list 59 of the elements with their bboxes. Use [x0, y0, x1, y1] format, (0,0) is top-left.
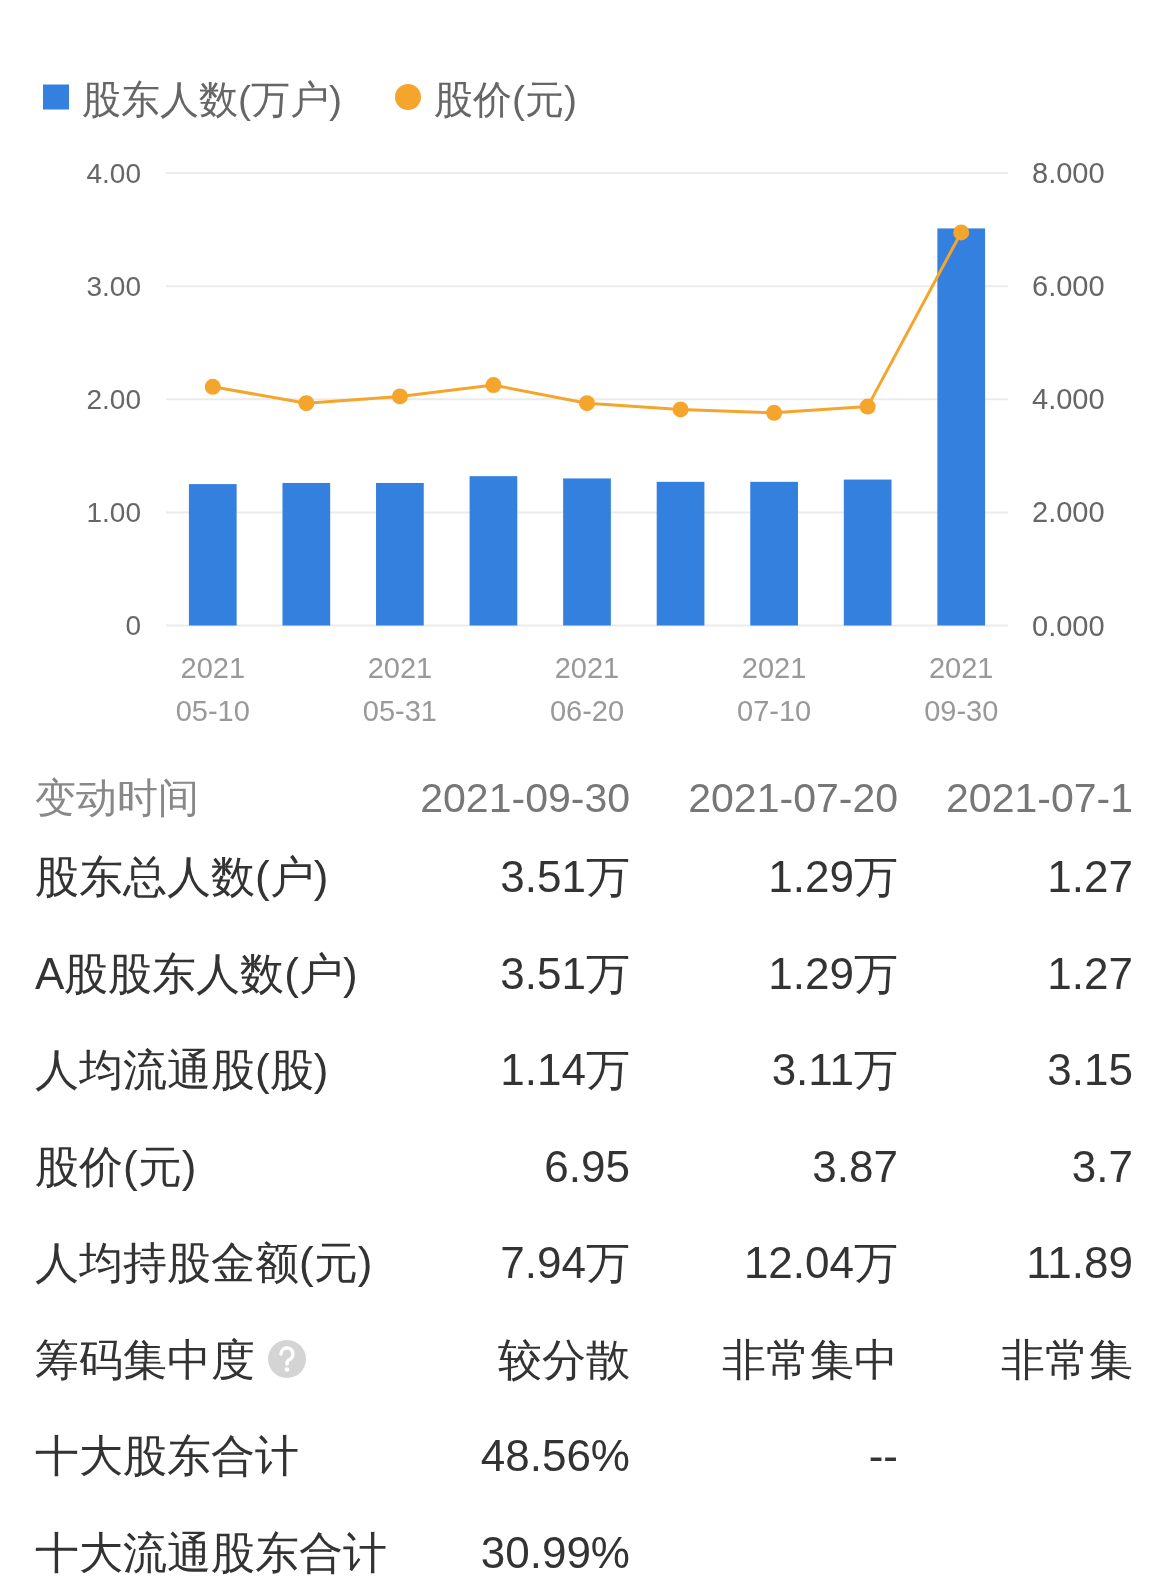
text: 6.95 [544, 1141, 630, 1191]
category-label: 十大流通股东合计 [35, 1527, 387, 1577]
point [391, 388, 408, 405]
y2-tick-label: 6.000 [1032, 270, 1105, 303]
text: 1.27 [1047, 852, 1133, 901]
category-label: 十大股东合计 [35, 1431, 299, 1480]
point [672, 401, 689, 418]
text: 1.29万 [768, 852, 898, 901]
y-tick-label: 1.00 [86, 496, 141, 528]
text: 11.89 [1026, 1238, 1133, 1287]
y-tick-label: 4.00 [86, 157, 141, 189]
category-label: 股东总人数(户) [35, 852, 329, 901]
text: 12.04万 [743, 1238, 898, 1287]
x-tick-label: 2021 09-30 [924, 652, 999, 727]
category-label: 变动时间 [35, 775, 199, 821]
category-label: A股股东人数(户) [35, 948, 358, 998]
point [579, 395, 595, 412]
text: 7.94万 [500, 1238, 630, 1287]
point [204, 378, 221, 395]
y2-tick-label: 4.000 [1032, 383, 1105, 416]
point [766, 404, 783, 421]
text: 2021-07-1 [946, 775, 1133, 821]
point [859, 398, 876, 415]
point [485, 377, 502, 394]
x-tick-label: 2021 05-10 [175, 652, 250, 727]
y2-tick-label: 2.000 [1032, 496, 1105, 529]
text: 3.15 [1047, 1045, 1133, 1094]
y-tick-label: 2.00 [86, 383, 141, 415]
category-label: 股价(元) [35, 1141, 197, 1191]
x-tick-label: 2021 07-10 [737, 652, 812, 727]
category-label: 筹码集中度 [35, 1334, 255, 1384]
text: 3.7 [1071, 1141, 1133, 1191]
text: 1.29万 [768, 948, 898, 998]
y-tick-label: 3.00 [86, 270, 141, 302]
text: 3.51万 [500, 948, 630, 998]
text: 48.56% [480, 1431, 630, 1480]
category-label: 人均流通股(股) [35, 1045, 329, 1094]
y2-tick-label: 8.000 [1032, 157, 1105, 189]
text: 2021-09-30 [420, 775, 630, 821]
text: 非常集中 [722, 1334, 898, 1384]
x-tick-label: 2021 05-31 [362, 652, 437, 727]
point [298, 395, 315, 412]
text: 1.27 [1047, 948, 1133, 998]
x-tick-label: 2021 06-20 [549, 652, 625, 727]
y2-tick-label: 0.000 [1032, 609, 1105, 642]
point [953, 224, 970, 241]
text: 非常集 [1001, 1334, 1133, 1384]
legend-label: 股东人数(万户) [82, 77, 342, 121]
y-tick-label: 0 [125, 610, 141, 641]
text: 2021-07-20 [688, 775, 898, 821]
text: -- [868, 1431, 898, 1480]
text: 1.14万 [500, 1045, 630, 1094]
text: 3.51万 [500, 852, 630, 901]
legend-label: 股价(元) [433, 77, 577, 121]
text: 3.11万 [771, 1045, 898, 1094]
text: 较分散 [498, 1334, 630, 1384]
text: 3.87 [812, 1141, 898, 1191]
text: 30.99% [480, 1527, 630, 1577]
category-label: 人均持股金额(元) [35, 1238, 373, 1287]
